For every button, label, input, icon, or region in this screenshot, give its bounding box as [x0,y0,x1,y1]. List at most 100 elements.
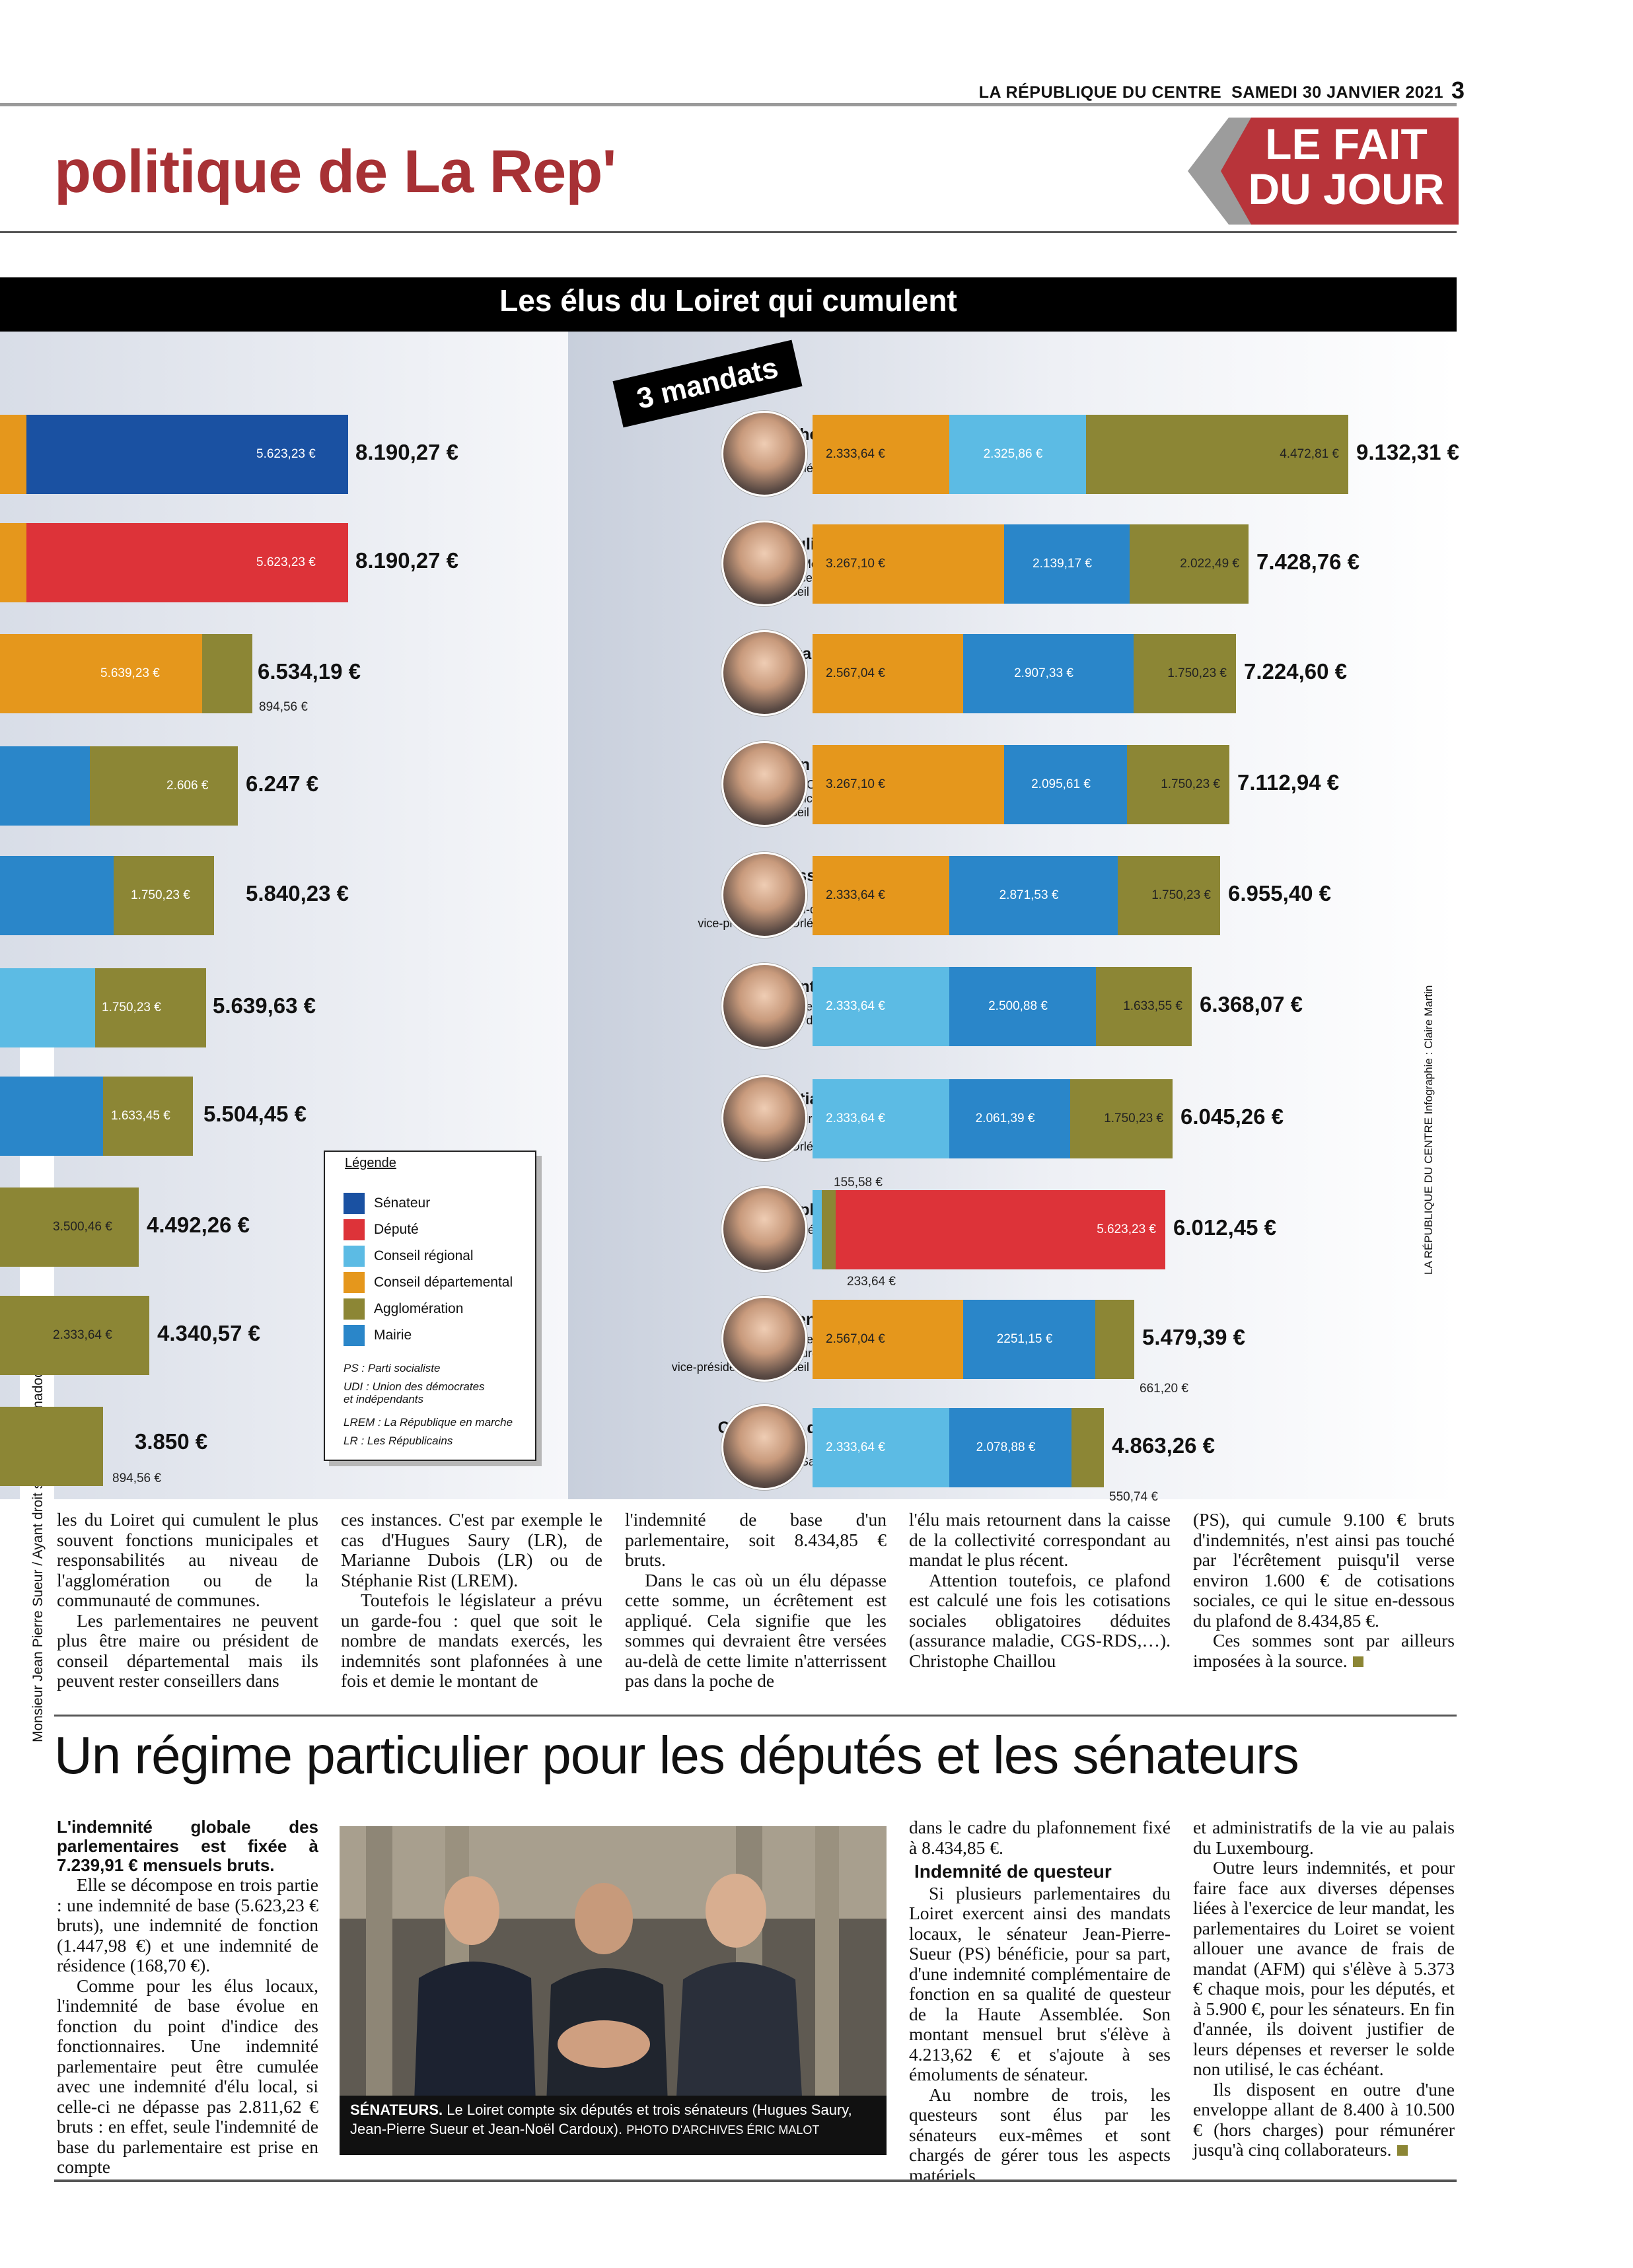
paragraph: Si plusieurs parlementaires du Loiret ex… [909,1882,1171,2084]
paragraph: et administratifs de la vie au palais du… [1193,1817,1455,1858]
bar-segment [949,967,1096,1046]
row-total: 5.840,23 € [246,881,349,905]
paragraph: l'élu mais retournent dans la caisse de … [909,1509,1171,1570]
bar-segment [813,1408,949,1487]
segment-label: 1.750,23 € [1151,888,1211,902]
paragraph: dans le cadre du plafonnement fixé à 8.4… [909,1817,1171,1858]
paragraph: Les parlementaires ne peuvent plus être … [57,1610,318,1691]
row-total: 7.112,94 € [1237,770,1340,795]
paragraph: Ils disposent en outre d'une enveloppe a… [1193,2078,1455,2160]
paragraph: l'indemnité de base d'un parlementaire, … [625,1509,887,1570]
page-number: 3 [1451,77,1465,104]
bar-segment [0,415,26,494]
segment-label: 2.606 € [166,779,209,793]
bar-segment [1130,524,1249,604]
row-total: 5.639,63 € [213,993,316,1018]
article1-col1: les du Loiret qui cumulent le plus souve… [57,1509,318,1691]
infographic-title-bar [0,277,1457,332]
article2-col4: et administratifs de la vie au palais du… [1193,1817,1455,2160]
bar-segment [0,634,202,713]
row-total: 9.132,31 € [1356,440,1459,464]
legend-label: Député [374,1222,419,1237]
row-total: 5.504,45 € [203,1102,307,1126]
small-value: 894,56 € [259,700,308,714]
top-rule [0,103,1457,106]
segment-label: 2.022,49 € [1180,557,1239,571]
article2-col1: L'indemnité globale des parlementaires e… [57,1818,318,2178]
row-total: 6.368,07 € [1200,992,1303,1016]
bar-segment [813,1190,822,1269]
article2-lead: L'indemnité globale des parlementaires e… [57,1817,318,1875]
row-total: 8.190,27 € [355,440,458,464]
row-total: 6.534,19 € [258,659,361,684]
header-rule [0,231,1457,233]
row-total: 8.190,27 € [355,548,458,573]
article2-headline: Un régime particulier pour les députés e… [54,1726,1299,1785]
bar-segment [0,1407,103,1486]
segment-label: 2251,15 € [996,1332,1053,1346]
bar-segment [1127,745,1229,824]
photo-caption: SÉNATEURS. Le Loiret compte six députés … [350,2102,852,2137]
segment-label: 1.633,55 € [1123,999,1182,1013]
bar-segment [0,1077,103,1156]
segment-label: 5.623,23 € [256,555,316,569]
person-photo [721,1075,807,1161]
legend-note: PS : Parti socialiste [344,1362,441,1374]
segment-label: 1.750,23 € [102,1001,161,1014]
segment-label: 2.907,33 € [1014,666,1073,680]
bar-segment [949,1408,1071,1487]
article1-col5: (PS), qui cumule 9.100 € bruts d'indemni… [1193,1509,1455,1671]
legend-note: UDI : Union des démocrates et indépendan… [344,1380,485,1405]
person-photo [721,411,807,497]
legend-note: LREM : La République en marche [344,1416,513,1429]
section-title: politique de La Rep' [54,138,616,205]
end-mark [1352,1656,1363,1667]
bar-segment [949,415,1086,494]
person-photo [721,1296,807,1382]
segment-label: 2.871,53 € [999,888,1059,902]
segment-label: 1.633,45 € [111,1109,170,1123]
article1-col2: ces instances. C'est par exemple le cas … [341,1509,602,1691]
person-photo [721,630,807,716]
person-photo [721,520,807,606]
infographic-credit: LA RÉPUBLIQUE DU CENTRE Infographie : Cl… [1422,985,1435,1275]
segment-label: 3.267,10 € [826,557,885,571]
bar-segment [963,634,1134,713]
paragraph: les du Loiret qui cumulent le plus souve… [57,1509,318,1610]
segment-label: 2.333,64 € [826,1112,885,1125]
bar-segment [1071,1408,1104,1487]
paragraph: Outre leurs indemnités, et pour faire fa… [1193,1857,1455,2079]
bar-segment [813,634,963,713]
person-photo [721,1404,807,1490]
segment-label: 1.750,23 € [1104,1112,1163,1125]
legend-swatch [344,1298,365,1320]
bar-segment [0,856,114,935]
paragraph: Au nombre de trois, les questeurs sont é… [909,2084,1171,2185]
bar-segment [949,1079,1070,1158]
row-total: 4.863,26 € [1112,1433,1215,1458]
row-total: 6.955,40 € [1228,881,1331,905]
segment-label: 2.500,88 € [988,999,1048,1013]
person-photo [721,963,807,1049]
bar-segment [813,1079,949,1158]
legend-swatch [344,1272,365,1293]
legend-swatch [344,1219,365,1240]
bar-segment [26,415,348,494]
segment-label: 5.623,23 € [256,447,316,461]
legend-swatch [344,1193,365,1214]
segment-label: 2.333,64 € [826,1440,885,1454]
legend-label: Sénateur [374,1195,431,1211]
bar-segment [95,968,206,1047]
bar-segment [1096,967,1192,1046]
segment-label: 2.333,64 € [826,999,885,1013]
row-total: 3.850 € [135,1429,208,1454]
row-total: 6.012,45 € [1173,1215,1276,1240]
person-photo [721,852,807,938]
bar-segment [202,634,252,713]
bar-segment [813,524,1004,604]
article1-col3: l'indemnité de base d'un parlementaire, … [625,1509,887,1691]
bar-segment [813,745,1004,824]
paragraph: Ces sommes sont par ailleurs imposées à … [1193,1630,1455,1671]
row-total: 4.492,26 € [147,1213,250,1237]
segment-label: 1.750,23 € [1161,777,1220,791]
